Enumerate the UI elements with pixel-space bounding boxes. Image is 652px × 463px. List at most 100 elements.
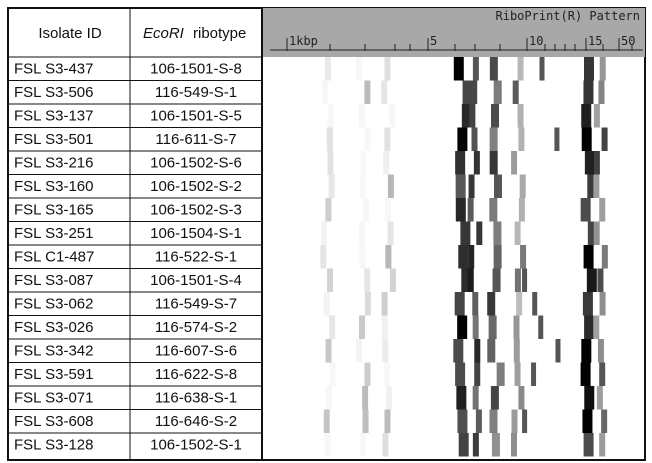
band [359, 245, 365, 269]
band [457, 316, 467, 340]
band [457, 410, 467, 434]
band [594, 151, 600, 175]
band [365, 128, 371, 152]
band [327, 151, 333, 175]
pattern-title: RiboPrint(R) Pattern [496, 9, 641, 23]
band [329, 363, 335, 387]
band [597, 269, 603, 293]
band [384, 363, 390, 387]
band [494, 245, 502, 269]
band [600, 57, 606, 81]
header-ribotype: ribotype [193, 25, 246, 42]
band [325, 433, 331, 457]
band [581, 104, 591, 128]
band [359, 316, 365, 340]
band [382, 433, 388, 457]
isolate-id: FSL S3-251 [14, 225, 94, 242]
band [389, 104, 395, 128]
band [365, 292, 371, 316]
ribotype: 106-1502-S-1 [150, 437, 242, 454]
band [326, 339, 332, 363]
band [390, 269, 396, 293]
band [487, 292, 495, 316]
band [476, 222, 482, 246]
band [474, 363, 480, 387]
band [329, 175, 335, 199]
isolate-id: FSL S3-062 [14, 296, 94, 313]
band [359, 104, 365, 128]
isolate-id: FSL S3-026 [14, 319, 94, 336]
band [322, 81, 328, 105]
band [491, 104, 499, 128]
band [490, 128, 498, 152]
band [583, 292, 593, 316]
isolate-id: FSL S3-591 [14, 366, 94, 383]
band [494, 175, 502, 199]
band [520, 175, 526, 199]
band [473, 57, 479, 81]
ribotype: 106-1502-S-2 [150, 178, 242, 195]
isolate-id: FSL S3-071 [14, 390, 94, 407]
band [490, 57, 498, 81]
isolate-id: FSL S3-506 [14, 84, 94, 101]
band [472, 292, 478, 316]
band [598, 339, 604, 363]
band [384, 57, 390, 81]
band [474, 339, 480, 363]
band [511, 151, 517, 175]
band [584, 386, 594, 410]
band [362, 386, 368, 410]
band [469, 104, 475, 128]
header-enzyme: EcoRI [143, 25, 184, 42]
ribotype: 116-638-S-1 [155, 390, 237, 407]
isolate-id: FSL S3-501 [14, 131, 94, 148]
isolate-id: FSL S3-608 [14, 413, 94, 430]
band [361, 151, 367, 175]
ribotype: 116-622-S-8 [155, 366, 237, 383]
band [473, 386, 479, 410]
band [512, 410, 518, 434]
band [320, 245, 326, 269]
band [487, 339, 495, 363]
band [324, 292, 330, 316]
band [554, 128, 559, 152]
band [463, 81, 473, 105]
band [356, 339, 362, 363]
band [584, 57, 594, 81]
band [326, 386, 332, 410]
ribotype: 106-1502-S-3 [150, 202, 242, 219]
band [359, 222, 365, 246]
scale-label: 1kbp [289, 34, 318, 48]
band [489, 316, 497, 340]
band [472, 128, 478, 152]
band [518, 57, 524, 81]
band [599, 433, 605, 457]
band [476, 410, 482, 434]
isolate-id: FSL S3-216 [14, 155, 94, 172]
band [585, 151, 595, 175]
band [468, 269, 474, 293]
band [594, 222, 600, 246]
band [515, 222, 521, 246]
isolate-id: FSL C1-487 [14, 249, 94, 266]
band [489, 410, 497, 434]
band [584, 316, 594, 340]
band [324, 410, 330, 434]
band [491, 386, 499, 410]
band [513, 81, 519, 105]
band [474, 151, 480, 175]
band [321, 222, 327, 246]
band [531, 363, 536, 387]
band [388, 175, 394, 199]
band [381, 81, 387, 105]
band [598, 81, 604, 105]
band [363, 198, 369, 222]
band [599, 198, 605, 222]
band [468, 198, 474, 222]
band [455, 151, 465, 175]
ribotype: 116-607-S-6 [155, 343, 237, 360]
band [490, 151, 498, 175]
band [360, 175, 366, 199]
band [356, 57, 362, 81]
band [386, 386, 392, 410]
